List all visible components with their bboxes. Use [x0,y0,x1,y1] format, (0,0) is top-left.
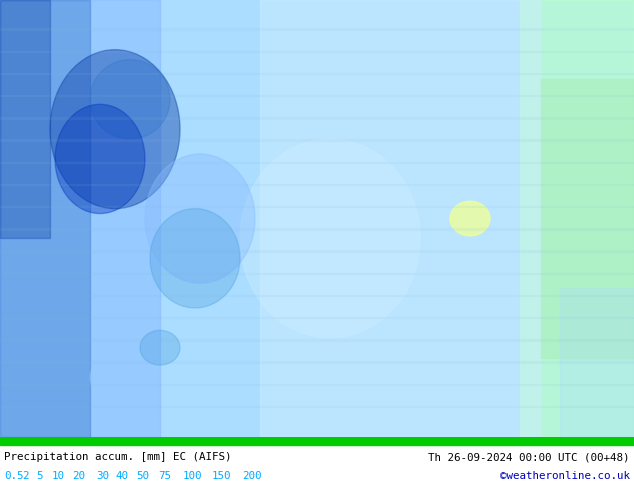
Bar [0,228,634,230]
Text: 100: 100 [183,471,202,481]
Text: Precipitation accum. [mm] EC (AIFS): Precipitation accum. [mm] EC (AIFS) [4,452,231,462]
Text: Th 26-09-2024 00:00 UTC (00+48): Th 26-09-2024 00:00 UTC (00+48) [429,452,630,462]
Text: 10: 10 [52,471,65,481]
Ellipse shape [50,49,180,209]
Text: 5: 5 [36,471,42,481]
Bar [0,50,634,52]
Bar [0,0,90,437]
Ellipse shape [140,330,180,365]
Bar [0,117,634,119]
Bar [0,0,160,437]
Bar [0,28,634,30]
Text: 40: 40 [116,471,129,481]
Bar [0,437,634,445]
Text: 0.5: 0.5 [4,471,23,481]
Text: 50: 50 [136,471,149,481]
Ellipse shape [90,353,150,402]
Bar [0,295,634,296]
Ellipse shape [55,104,145,214]
Bar [0,250,634,252]
Text: 150: 150 [212,471,231,481]
Bar [0,317,634,319]
Text: 200: 200 [242,471,261,481]
Bar [0,162,634,163]
Bar [0,95,634,97]
Text: ©weatheronline.co.uk: ©weatheronline.co.uk [500,471,630,481]
Bar [0,339,634,341]
Ellipse shape [145,154,255,283]
Bar [0,0,50,239]
Text: 2: 2 [22,471,29,481]
Text: 30: 30 [96,471,109,481]
Bar [260,0,540,437]
Bar [0,406,634,407]
Text: 75: 75 [158,471,171,481]
Bar [0,139,634,141]
Bar [520,0,634,437]
Ellipse shape [90,60,170,139]
Bar [560,288,634,437]
Bar [0,384,634,385]
Bar [0,272,634,274]
Bar [0,73,634,74]
Ellipse shape [240,139,420,338]
Ellipse shape [450,201,490,236]
Bar [0,206,634,207]
Bar [0,184,634,185]
Ellipse shape [150,209,240,308]
Bar [0,362,634,363]
Text: 20: 20 [72,471,85,481]
Bar [540,79,634,358]
